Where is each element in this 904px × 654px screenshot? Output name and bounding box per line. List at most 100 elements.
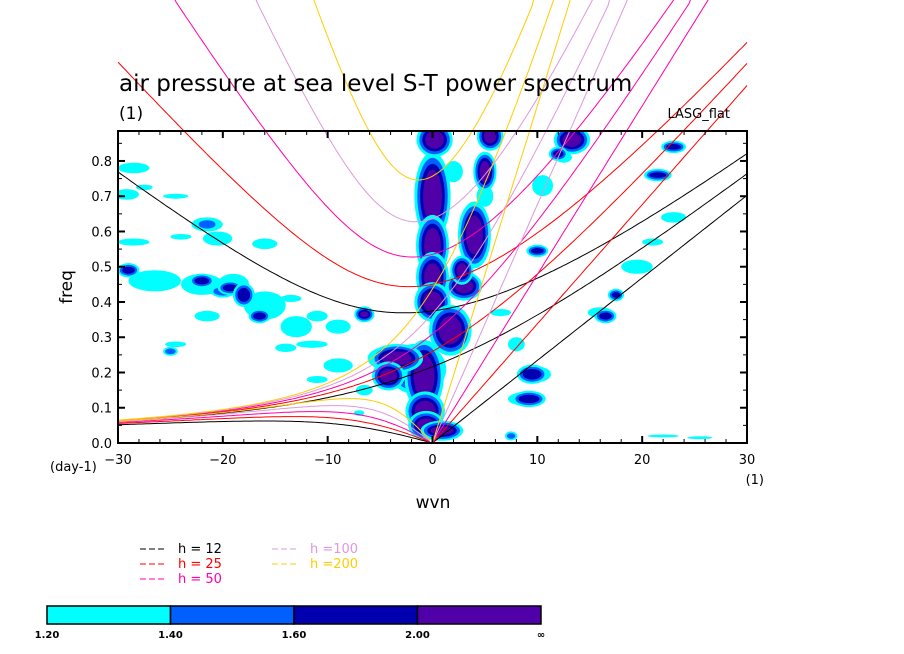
contour-patch (118, 162, 150, 174)
x-tick-label: 10 (529, 453, 546, 468)
contour-patch (118, 238, 150, 246)
contour-patch (128, 270, 181, 292)
contour-blob-level-3 (466, 215, 483, 255)
kelvin-curve (432, 0, 709, 444)
contour-blob-level-2 (649, 172, 667, 178)
colorbar-segment (169, 605, 295, 625)
x-tick-label: −30 (104, 453, 131, 468)
contour-patch (252, 238, 278, 250)
contour-blob-level-2 (518, 394, 540, 404)
y-tick-label: 0.2 (91, 366, 112, 381)
y-tick-label: 0.5 (91, 261, 112, 276)
contour-patch (194, 310, 220, 322)
chart-title: air pressure at sea level S-T power spec… (119, 71, 632, 97)
colorbar-label: 2.00 (405, 630, 430, 641)
ig1-curve (174, 0, 675, 258)
contour-patch (280, 316, 312, 338)
rossby-curve (118, 411, 431, 443)
contour-patch (476, 185, 494, 207)
contour-patch (687, 436, 713, 440)
contour-patch (642, 238, 664, 246)
mrg-curve (117, 0, 610, 421)
contour-blob-level-3 (456, 263, 468, 278)
y-tick-label: 0.8 (91, 155, 112, 170)
x-tick-label: 30 (739, 453, 756, 468)
contour-patch (275, 343, 297, 353)
kelvin-curve (432, 194, 748, 444)
x-tick-label: −20 (209, 453, 236, 468)
ig1-curve (313, 0, 535, 181)
contour-blob-level-1 (506, 433, 516, 439)
contour-blob-level-2 (237, 287, 251, 302)
contour-blob-level-2 (611, 292, 621, 298)
x-tick-label: −10 (314, 453, 341, 468)
contour-layer (118, 131, 713, 441)
contour-patch (306, 310, 328, 322)
contour-blob-level-2 (522, 368, 542, 380)
colorbar-segment (46, 605, 172, 625)
contour-blob-level-1 (165, 348, 176, 355)
colorbar-label: 1.60 (282, 630, 307, 641)
legend-label: h = 50 (178, 572, 222, 587)
mrg-curve (117, 173, 748, 422)
contour-patch (647, 434, 679, 438)
kelvin-curve (432, 0, 571, 444)
ig1-curve (117, 42, 748, 288)
contour-blob-level-2 (531, 248, 544, 254)
y-tick-label: 0.6 (91, 225, 112, 240)
contour-blob-level-3 (483, 131, 497, 144)
contour-patch (490, 309, 512, 317)
contour-patch (296, 340, 328, 348)
ig1-curve (117, 153, 748, 314)
contour-blob-level-1 (198, 220, 216, 229)
chart-subtitle-right: LASG_flat (667, 107, 730, 122)
rossby-curve (118, 398, 431, 441)
contour-blob-level-3 (360, 311, 369, 318)
y-unit-label: (day-1) (50, 460, 97, 475)
contour-patch (170, 233, 192, 240)
colorbar-segment (416, 605, 542, 625)
y-tick-label: 0.1 (91, 402, 112, 417)
kelvin-curve (432, 85, 748, 444)
legend-label: h =100 (310, 542, 358, 557)
legend-label: h =200 (310, 557, 358, 572)
contour-blob-level-2 (122, 266, 135, 274)
y-tick-label: 0.3 (91, 331, 112, 346)
chart-subtitle-left: (1) (119, 104, 143, 124)
mrg-curve (117, 0, 691, 421)
contour-patch (325, 319, 351, 334)
contour-patch (163, 193, 189, 199)
contour-patch (165, 341, 187, 348)
legend-label: h = 12 (178, 542, 222, 557)
x-tick-label: 0 (428, 453, 436, 468)
contour-patch (621, 259, 653, 274)
contour-blob-level-3 (425, 131, 445, 149)
y-axis-label: freq (57, 270, 77, 304)
rossby-curve (118, 405, 431, 442)
dispersion-curves (117, 0, 748, 444)
colorbar-label: 1.40 (158, 630, 183, 641)
x-axis-label: wvn (416, 493, 451, 513)
contour-blob-level-2 (599, 312, 612, 320)
mrg-curve (117, 63, 748, 422)
contour-blob-level-2 (194, 277, 210, 285)
colorbar-segment (293, 605, 419, 625)
contour-patch (507, 337, 525, 352)
contour-patch (280, 294, 302, 302)
y-tick-label: 0.4 (91, 296, 112, 311)
contour-patch (306, 376, 328, 384)
rossby-curve (118, 416, 431, 443)
ig1-curve (255, 0, 593, 223)
rossby-curve (118, 420, 431, 443)
contour-blob-level-2 (222, 284, 238, 292)
contour-blob-level-3 (380, 368, 397, 384)
x-unit-label: (1) (746, 473, 764, 488)
axes: −30 −20 −10 0 10 20 30 0.0 0.1 0.2 0.3 0.4 0.5 0.6 0.7… (91, 130, 756, 468)
contour-blob-level-2 (253, 312, 266, 320)
y-tick-label: 0.7 (91, 190, 112, 205)
kelvin-curve (432, 0, 628, 444)
y-tick-label: 0.0 (91, 437, 112, 452)
mrg-curve (117, 0, 555, 421)
